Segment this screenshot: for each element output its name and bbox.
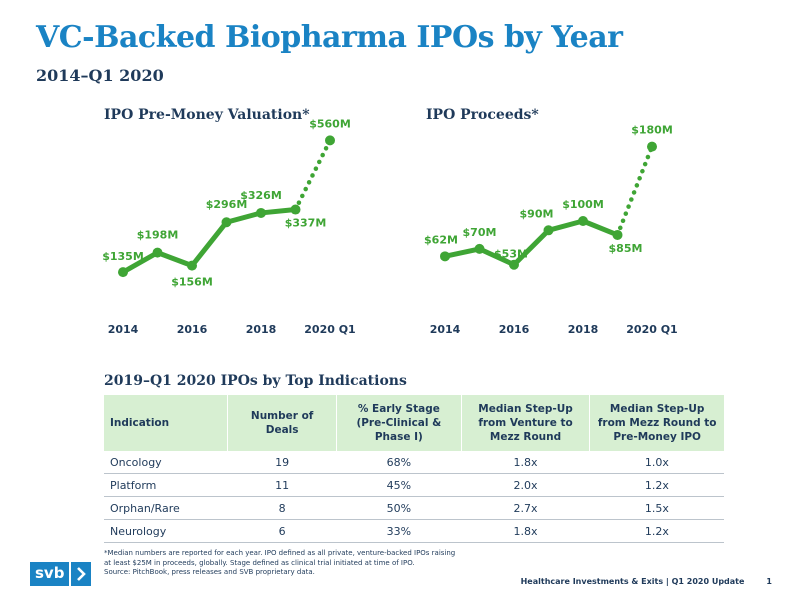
valuation-chart-title: IPO Pre-Money Valuation* <box>104 107 310 123</box>
table-row: Orphan/Rare 8 50% 2.7x 1.5x <box>104 496 724 520</box>
x-tick-label: 2016 <box>177 323 208 336</box>
data-point <box>325 135 335 146</box>
table-row: Oncology 19 68% 1.8x 1.0x <box>104 451 724 474</box>
svb-logo-text: svb <box>30 562 70 586</box>
table-cell: 1.2x <box>589 473 724 497</box>
table-cell: 8 <box>227 496 337 520</box>
table-row: Platform 11 45% 2.0x 1.2x <box>104 473 724 497</box>
footnote-line-1: *Median numbers are reported for each ye… <box>104 549 456 557</box>
table-header-row: Indication Number of Deals% Early Stage (P… <box>104 395 724 451</box>
valuation-line-chart: $135M $198M $156M $296M$326M $337M $560M 2014 2… <box>102 117 356 336</box>
table-cell: 1.0x <box>589 451 724 474</box>
data-point <box>647 141 657 152</box>
table-header-cell: Median Step-Up from Mezz Round to Pre-Mone… <box>589 395 724 451</box>
table-header-cell: Indication <box>104 395 228 451</box>
x-tick-label: 2020 Q1 <box>626 323 677 336</box>
data-label: $85M <box>609 242 643 255</box>
data-point <box>221 217 232 228</box>
data-label: $53M <box>494 248 528 261</box>
series-line <box>120 207 298 275</box>
table-header-cell: Number of Deals <box>227 395 337 451</box>
report-footer: Healthcare Investments & Exits | Q1 2020… <box>521 577 772 586</box>
page-subtitle: 2014–Q1 2020 <box>36 66 164 85</box>
table-cell: 6 <box>227 519 337 543</box>
data-label: $100M <box>562 198 604 211</box>
table-cell: Oncology <box>104 451 228 474</box>
table-cell: 1.8x <box>461 451 590 474</box>
data-point <box>509 259 519 270</box>
data-label: $296M <box>206 198 248 211</box>
series-line <box>442 218 620 268</box>
data-label: $62M <box>424 233 458 246</box>
table-cell: 50% <box>336 496 462 520</box>
x-tick-label: 2016 <box>499 323 530 336</box>
data-label: $180M <box>631 124 673 137</box>
data-point <box>474 243 485 254</box>
x-tick-label: 2018 <box>246 323 277 336</box>
table-cell: Orphan/Rare <box>104 496 228 520</box>
table-cell: 19 <box>227 451 337 474</box>
table-cell: 2.0x <box>461 473 590 497</box>
data-label: $135M <box>102 250 144 263</box>
table-cell: 68% <box>336 451 462 474</box>
data-point <box>440 251 450 262</box>
table-cell: 45% <box>336 473 462 497</box>
table-body: Oncology 19 68% 1.8x 1.0x Platform 11 45% 2.0x 1.… <box>104 451 724 543</box>
data-point <box>578 216 588 226</box>
proceeds-line-chart: $62M $70M $53M $90M $100M $85M $180M 2014 2016 20… <box>424 124 678 336</box>
x-tick-label: 2018 <box>568 323 599 336</box>
data-point <box>290 204 301 215</box>
table-header-cell: Median Step-Up from Venture to Mezz Round <box>460 395 590 451</box>
table-cell: Platform <box>104 473 228 497</box>
series-dotted-line <box>615 144 655 238</box>
indications-table: Indication Number of Deals% Early Stage (P… <box>104 395 724 543</box>
data-label: $560M <box>309 117 351 130</box>
footnote-source: Source: PitchBook, press releases and SV… <box>104 568 315 576</box>
table-header-cell: % Early Stage (Pre-Clinical & Phase I) <box>336 395 462 451</box>
footnote: *Median numbers are reported for each ye… <box>104 549 464 578</box>
table-cell: 1.8x <box>461 519 590 543</box>
x-tick-label: 2014 <box>108 323 139 336</box>
data-point <box>152 247 163 258</box>
series-dotted-line <box>293 138 333 212</box>
page-number: 1 <box>766 577 772 586</box>
x-tick-label: 2014 <box>430 323 461 336</box>
data-point <box>612 229 623 240</box>
table-row: Neurology 6 33% 1.8x 1.2x <box>104 519 724 543</box>
proceeds-chart-title: IPO Proceeds* <box>426 107 539 123</box>
data-label: $90M <box>520 207 554 220</box>
table-cell: 33% <box>336 519 462 543</box>
x-tick-label: 2020 Q1 <box>304 323 355 336</box>
page-title: VC-Backed Biopharma IPOs by Year <box>36 20 623 55</box>
data-label: $156M <box>171 276 213 289</box>
data-point <box>543 225 554 236</box>
table-cell: Neurology <box>104 519 228 543</box>
chevron-right-icon <box>71 562 92 586</box>
data-point <box>118 267 128 278</box>
data-label: $326M <box>240 189 282 202</box>
table-cell: 11 <box>227 473 337 497</box>
table-cell: 1.5x <box>589 496 724 520</box>
svb-logo: svb <box>30 562 92 586</box>
table-title: 2019–Q1 2020 IPOs by Top Indications <box>104 373 407 389</box>
data-label: $198M <box>137 229 179 242</box>
data-point <box>187 260 197 271</box>
footnote-line-2: at least $25M in proceeds, globally. Sta… <box>104 558 415 567</box>
table-cell: 2.7x <box>461 496 590 520</box>
data-label: $337M <box>285 217 327 230</box>
table-cell: 1.2x <box>589 519 724 543</box>
report-name: Healthcare Investments & Exits | Q1 2020… <box>520 577 745 586</box>
data-point <box>256 207 266 218</box>
data-label: $70M <box>463 226 497 239</box>
